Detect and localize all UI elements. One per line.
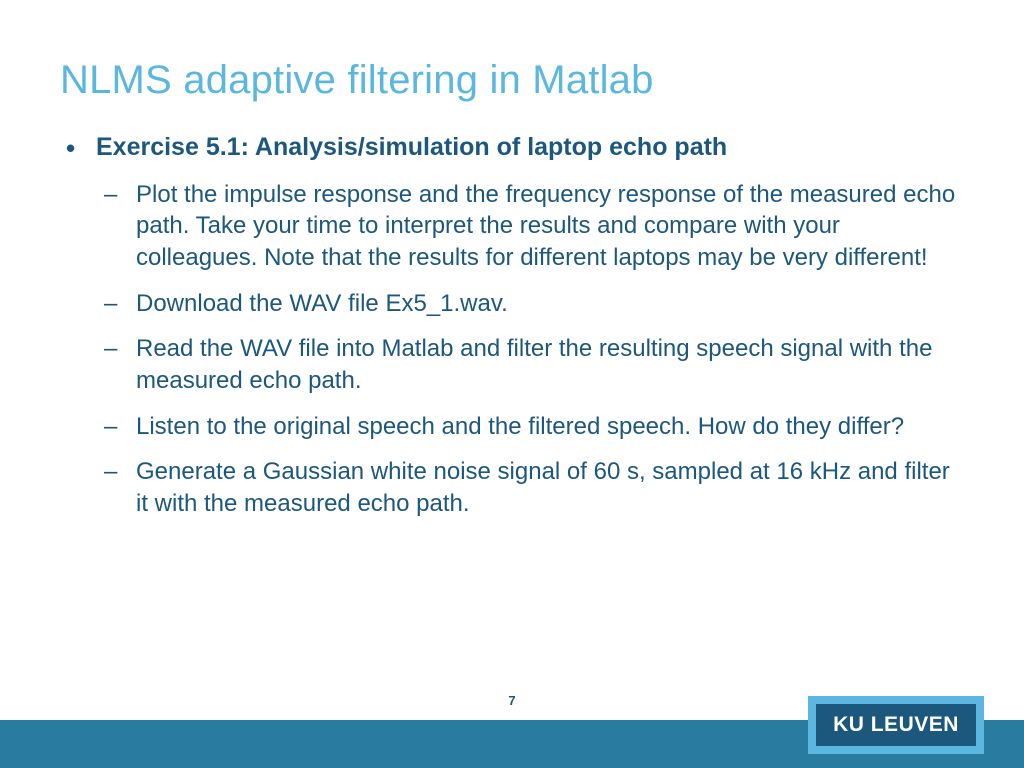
- sub-bullet-item: Plot the impulse response and the freque…: [136, 179, 964, 274]
- main-bullet: Exercise 5.1: Analysis/simulation of lap…: [96, 131, 964, 165]
- logo-outer-box: KU LEUVEN: [808, 696, 984, 754]
- sub-bullet-list: Plot the impulse response and the freque…: [96, 179, 964, 520]
- slide-title: NLMS adaptive filtering in Matlab: [60, 58, 964, 103]
- sub-bullet-item: Listen to the original speech and the fi…: [136, 411, 964, 443]
- sub-bullet-item: Read the WAV file into Matlab and filter…: [136, 333, 964, 396]
- slide-content: Exercise 5.1: Analysis/simulation of lap…: [60, 131, 964, 520]
- sub-bullet-item: Generate a Gaussian white noise signal o…: [136, 456, 964, 519]
- logo-text: KU LEUVEN: [833, 713, 959, 737]
- sub-bullet-item: Download the WAV file Ex5_1.wav.: [136, 288, 964, 320]
- slide-container: NLMS adaptive filtering in Matlab Exerci…: [0, 0, 1024, 768]
- logo-inner-box: KU LEUVEN: [816, 704, 976, 746]
